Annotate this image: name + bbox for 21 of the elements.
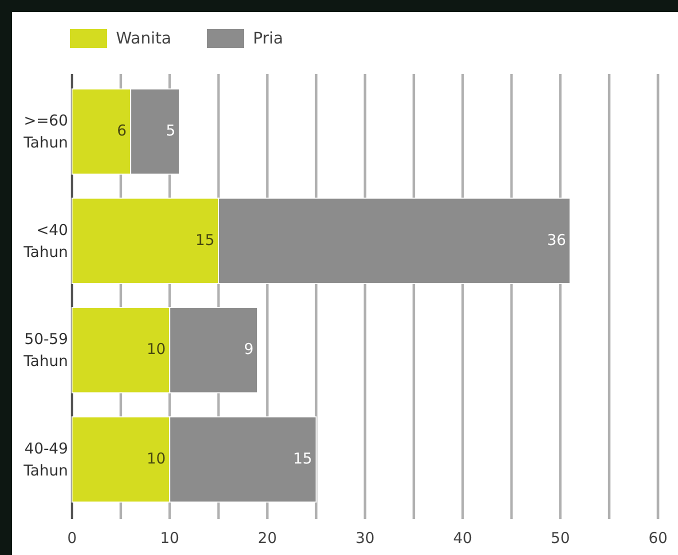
x-tick-label: 60 [648, 529, 668, 547]
data-label: 5 [166, 122, 176, 140]
x-tick-label: 40 [453, 529, 472, 547]
x-tick-label: 10 [160, 529, 180, 547]
x-tick-label: 50 [550, 529, 570, 547]
data-label: 15 [293, 450, 312, 468]
data-label: 15 [195, 230, 214, 249]
y-tick-label: <40 Tahun [22, 220, 68, 261]
x-tick-label: 0 [67, 529, 77, 547]
data-label: 10 [146, 340, 166, 358]
y-tick-label: 50-59 Tahun [22, 330, 68, 370]
data-label: 10 [146, 450, 166, 468]
data-label: 36 [547, 230, 566, 249]
legend-label: Pria [253, 28, 284, 48]
x-tick-label: 20 [258, 529, 277, 547]
y-tick-label: >=60 Tahun [22, 112, 68, 152]
data-label: 9 [244, 340, 254, 358]
data-label: 6 [117, 122, 127, 140]
x-tick-label: 30 [355, 529, 375, 547]
y-tick-label: 40-49 Tahun [22, 440, 68, 480]
legend-label: Wanita [116, 28, 172, 48]
